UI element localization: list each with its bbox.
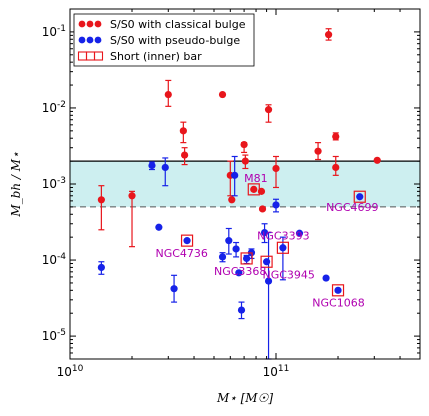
- data-point: [97, 263, 105, 272]
- data-point: [295, 229, 304, 237]
- data-point: [324, 31, 333, 39]
- bar-marker: [331, 284, 345, 297]
- data-point: [258, 205, 267, 213]
- legend-marker: [86, 20, 94, 28]
- data-point: [218, 253, 227, 261]
- bar-marker: [260, 255, 273, 268]
- data-point: [218, 90, 227, 99]
- bar-marker: [240, 252, 253, 265]
- x-axis-label: M⋆ [M☉]: [216, 391, 273, 405]
- data-point: [235, 269, 243, 277]
- annotation-label: NGC3945: [263, 269, 315, 282]
- data-point: [161, 163, 169, 172]
- annotation-label: NGC1068: [312, 297, 364, 310]
- annotation-label: M81: [244, 172, 268, 185]
- data-point: [232, 245, 240, 253]
- data-point: [262, 258, 271, 266]
- data-point: [183, 237, 191, 245]
- data-point: [155, 223, 163, 231]
- x-tick-label: 1011: [263, 364, 290, 379]
- data-point: [264, 106, 273, 114]
- data-point: [241, 157, 249, 165]
- y-axis-label: M_bh / M⋆: [9, 151, 23, 218]
- legend-bar-marker: [93, 51, 104, 61]
- data-point: [314, 147, 322, 155]
- legend-marker: [78, 36, 86, 44]
- data-point: [231, 171, 239, 179]
- legend-marker: [78, 20, 86, 28]
- data-point: [225, 237, 233, 245]
- data-point: [264, 277, 273, 285]
- data-point: [128, 192, 136, 200]
- data-point: [237, 306, 246, 314]
- data-point: [332, 133, 340, 141]
- bar-marker: [353, 190, 366, 203]
- annotation-label: NGC4699: [326, 201, 378, 214]
- data-point: [97, 196, 105, 204]
- annotation-label: NGC3368: [214, 265, 266, 278]
- data-point: [181, 151, 189, 159]
- legend-label: S/S0 with classical bulge: [110, 18, 246, 31]
- data-point: [279, 244, 287, 252]
- data-point: [164, 90, 172, 99]
- data-point: [272, 201, 280, 209]
- y-tick-label: 10-3: [42, 176, 66, 191]
- data-point: [334, 286, 342, 294]
- legend-box: [73, 13, 255, 67]
- data-point: [228, 196, 236, 204]
- data-point: [250, 185, 258, 193]
- data-point: [148, 161, 156, 170]
- data-point: [179, 127, 187, 135]
- data-point: [260, 228, 269, 237]
- legend-label: S/S0 with pseudo-bulge: [110, 34, 240, 47]
- legend-marker: [86, 36, 94, 44]
- data-point: [272, 164, 280, 173]
- bar-marker: [180, 234, 194, 247]
- y-tick-label: 10-1: [42, 24, 66, 39]
- y-tick-label: 10-4: [42, 252, 67, 267]
- y-tick-label: 10-5: [42, 328, 66, 343]
- data-point: [170, 285, 178, 293]
- annotation-label: NGC3393: [257, 230, 309, 243]
- bar-marker: [276, 241, 289, 254]
- legend-marker: [94, 36, 102, 44]
- legend-label: Short (inner) bar: [110, 50, 202, 63]
- y-tick-label: 10-2: [42, 100, 66, 115]
- data-point: [332, 163, 340, 172]
- data-point: [240, 140, 248, 149]
- bar-marker: [247, 183, 260, 196]
- data-point: [243, 254, 251, 263]
- annotation-label: NGC4736: [155, 247, 207, 260]
- x-tick-label: 1010: [57, 364, 84, 379]
- data-point: [322, 274, 330, 282]
- data-point: [373, 156, 381, 164]
- legend-marker: [94, 20, 102, 28]
- data-point: [356, 193, 364, 201]
